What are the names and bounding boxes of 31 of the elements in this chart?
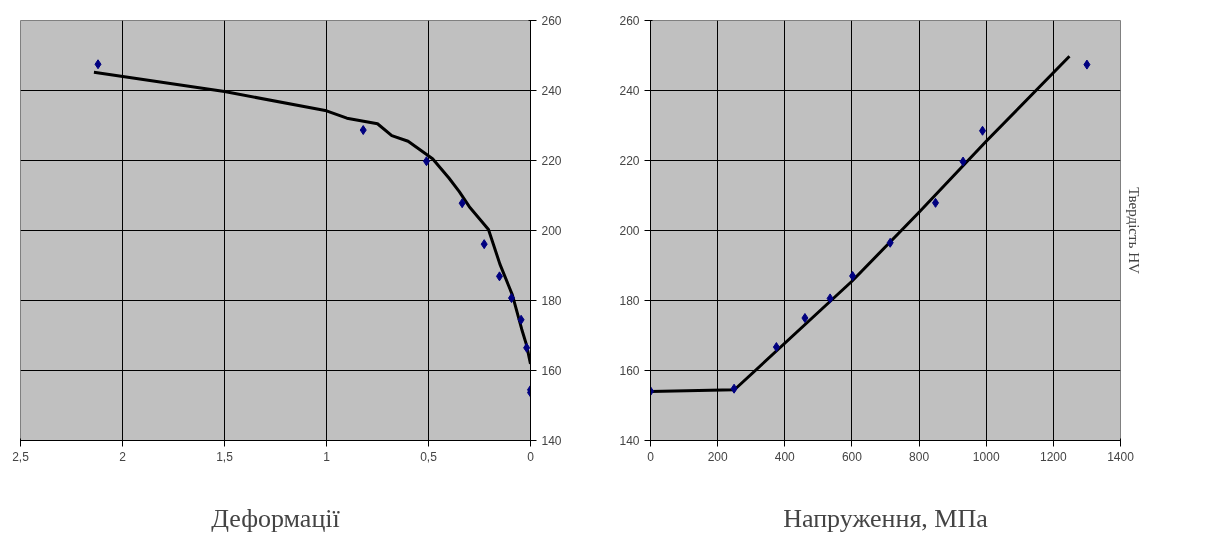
y-tick-label: 220 <box>541 154 562 168</box>
y-tick-label: 180 <box>541 294 562 308</box>
x-tick-label: 200 <box>707 449 728 464</box>
y-tick-label: 220 <box>619 154 640 168</box>
y-tick-label: 240 <box>619 84 640 98</box>
x-axis-title: Деформації <box>211 503 341 533</box>
y-tick-label: 200 <box>541 224 562 238</box>
x-tick-label: 600 <box>841 449 863 464</box>
x-tick-label: 800 <box>909 449 930 464</box>
y-tick-label: 180 <box>619 294 640 308</box>
x-tick-label: 1000 <box>972 449 1000 464</box>
y-tick-label: 160 <box>541 364 562 378</box>
x-tick-label: 400 <box>774 449 796 464</box>
x-tick-label: 1 <box>323 449 331 464</box>
x-tick-label: 0 <box>527 449 535 464</box>
x-tick-label: 1400 <box>1107 449 1135 464</box>
x-tick-label: 1,5 <box>216 449 234 464</box>
y-tick-label: 160 <box>619 364 640 378</box>
y-tick-label: 240 <box>541 84 562 98</box>
y-tick-label: 200 <box>619 224 640 238</box>
x-tick-label: 1200 <box>1040 449 1068 464</box>
y-tick-label: 260 <box>541 14 562 28</box>
y-axis-title: Твердість HV <box>1125 187 1142 274</box>
x-tick-label: 0 <box>647 449 655 464</box>
y-tick-label: 260 <box>619 14 640 28</box>
x-axis-title: Напруження, МПа <box>783 503 989 533</box>
x-tick-label: 2,5 <box>12 449 30 464</box>
y-tick-label: 140 <box>541 434 562 448</box>
y-tick-label: 140 <box>619 434 640 448</box>
x-tick-label: 2 <box>119 449 127 464</box>
x-tick-label: 0,5 <box>420 449 438 464</box>
